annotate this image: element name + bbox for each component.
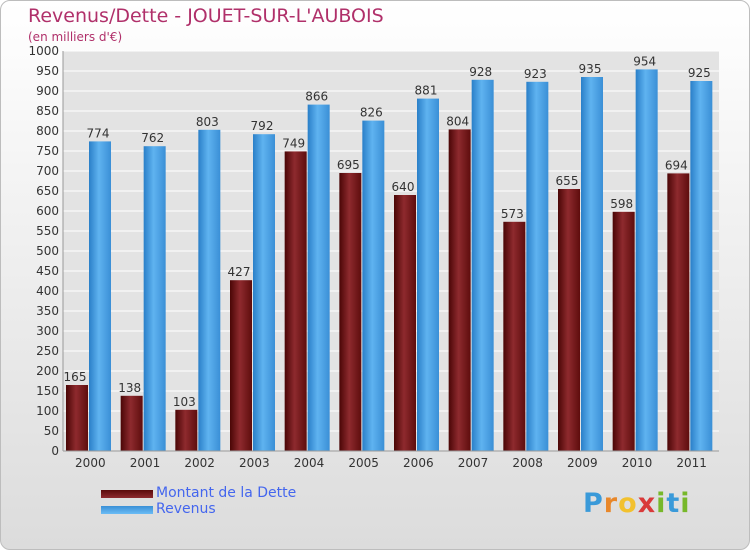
x-tick-label: 2001	[130, 456, 161, 470]
y-tick-label: 850	[36, 104, 59, 118]
data-label: 792	[251, 119, 274, 133]
x-tick-label: 2005	[348, 456, 379, 470]
bar-dette	[394, 195, 416, 451]
x-tick-label: 2002	[184, 456, 215, 470]
bar-dette	[175, 409, 198, 451]
y-tick-label: 600	[36, 204, 59, 218]
y-tick-label: 1000	[28, 44, 59, 58]
x-tick-label: 2000	[75, 456, 106, 470]
y-tick-label: 350	[36, 304, 59, 318]
logo-letter: o	[618, 488, 638, 519]
data-label: 928	[469, 65, 492, 79]
data-label: 803	[196, 115, 219, 129]
bar-dette	[66, 385, 88, 451]
x-tick-label: 2004	[294, 456, 325, 470]
bar-revenus	[198, 129, 221, 452]
bar-revenus	[253, 134, 275, 451]
data-label: 573	[501, 207, 524, 221]
legend-label-debt: Montant de la Dette	[156, 485, 297, 501]
data-label: 427	[228, 265, 251, 279]
logo-letter: i	[680, 488, 691, 519]
x-tick-label: 2006	[403, 456, 434, 470]
data-label: 881	[415, 84, 438, 98]
chart-title: Revenus/Dette - JOUET-SUR-L'AUBOIS	[28, 5, 384, 27]
bar-revenus	[143, 146, 166, 451]
data-label: 774	[87, 126, 110, 140]
logo-letter: i	[656, 488, 667, 519]
data-label: 598	[610, 197, 633, 211]
data-label: 954	[633, 54, 656, 68]
logo-letter: P	[583, 488, 604, 519]
logo-letter: t	[666, 488, 681, 519]
bar-revenus	[471, 79, 494, 452]
chart-subtitle: (en milliers d'€)	[28, 30, 123, 44]
bar-dette	[120, 395, 143, 451]
bar-dette	[667, 173, 690, 451]
proxiti-logo: Proxiti	[583, 488, 691, 519]
x-tick-label: 2008	[512, 456, 543, 470]
data-label: 138	[118, 381, 141, 395]
bar-dette	[558, 189, 580, 451]
y-tick-label: 150	[36, 384, 59, 398]
data-label: 923	[524, 67, 547, 81]
y-tick-label: 900	[36, 84, 59, 98]
bar-revenus	[635, 69, 658, 452]
x-tick-label: 2010	[622, 456, 653, 470]
y-tick-label: 50	[44, 424, 59, 438]
bar-revenus	[89, 141, 111, 451]
data-label: 165	[64, 370, 87, 384]
data-label: 925	[688, 66, 711, 80]
data-label: 762	[141, 131, 164, 145]
legend-swatch-debt	[101, 490, 153, 498]
x-tick-label: 2003	[239, 456, 270, 470]
data-label: 640	[392, 180, 415, 194]
bar-revenus	[362, 120, 385, 451]
x-tick-label: 2011	[676, 456, 707, 470]
x-tick-label: 2007	[458, 456, 489, 470]
y-tick-label: 400	[36, 284, 59, 298]
bar-revenus	[690, 81, 713, 451]
y-tick-label: 250	[36, 344, 59, 358]
bar-revenus	[581, 77, 603, 451]
logo-letter: x	[637, 488, 657, 519]
bar-dette	[339, 173, 362, 451]
y-tick-label: 550	[36, 224, 59, 238]
data-label: 695	[337, 158, 360, 172]
bar-revenus	[526, 81, 549, 452]
legend-swatch-revenus	[101, 506, 153, 514]
legend-label-revenus: Revenus	[156, 501, 216, 517]
data-label: 103	[173, 395, 196, 409]
y-tick-label: 750	[36, 144, 59, 158]
y-tick-label: 300	[36, 324, 59, 338]
data-label: 749	[282, 136, 305, 150]
y-tick-label: 800	[36, 124, 59, 138]
y-tick-label: 500	[36, 244, 59, 258]
y-tick-label: 700	[36, 164, 59, 178]
data-label: 694	[665, 158, 688, 172]
data-label: 935	[579, 62, 602, 76]
y-tick-label: 950	[36, 64, 59, 78]
y-tick-label: 100	[36, 404, 59, 418]
logo-letter: r	[603, 488, 619, 519]
bar-dette	[230, 280, 252, 451]
bar-revenus	[307, 104, 330, 451]
bar-dette	[284, 151, 307, 451]
bar-dette	[503, 221, 526, 451]
data-label: 866	[305, 90, 328, 104]
y-tick-label: 0	[51, 444, 59, 458]
bar-revenus	[417, 98, 439, 451]
y-tick-label: 450	[36, 264, 59, 278]
bar-dette	[612, 211, 635, 451]
bar-dette	[448, 129, 471, 451]
data-label: 804	[446, 114, 469, 128]
y-tick-label: 200	[36, 364, 59, 378]
data-label: 826	[360, 106, 383, 120]
y-tick-label: 650	[36, 184, 59, 198]
data-label: 655	[556, 174, 579, 188]
x-tick-label: 2009	[567, 456, 598, 470]
